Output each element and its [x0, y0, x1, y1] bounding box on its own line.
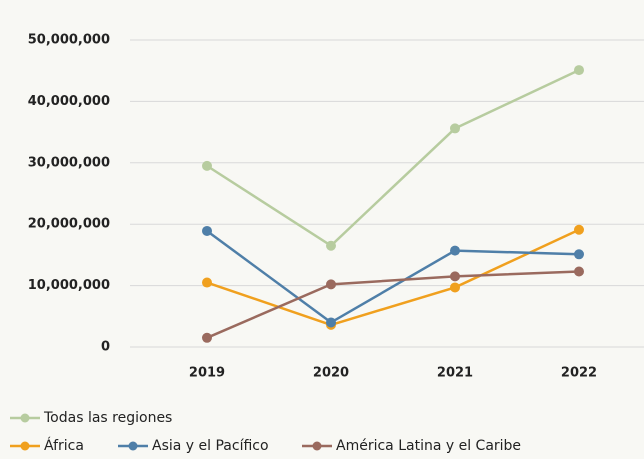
data-point	[574, 65, 584, 76]
legend-marker	[20, 413, 30, 423]
data-point	[202, 332, 212, 343]
series-line	[206, 229, 580, 324]
y-tick-label: 20,000,000	[28, 217, 110, 232]
data-point	[326, 279, 336, 290]
data-point	[326, 240, 336, 251]
series-line	[206, 68, 580, 248]
legend-marker	[128, 441, 138, 451]
data-point	[202, 277, 212, 288]
legend-label: Todas las regiones	[43, 410, 172, 426]
x-tick-label: 2021	[437, 366, 473, 381]
data-point	[450, 123, 460, 134]
series-line	[206, 270, 580, 339]
y-tick-label: 40,000,000	[28, 94, 110, 109]
data-point	[574, 224, 584, 235]
legend-marker	[20, 441, 30, 451]
data-point	[574, 266, 584, 277]
data-point	[450, 245, 460, 256]
legend-label: América Latina y el Caribe	[336, 438, 521, 454]
legend-label: África	[44, 437, 84, 454]
x-tick-label: 2020	[313, 366, 349, 381]
y-tick-label: 0	[101, 340, 110, 355]
y-tick-label: 50,000,000	[28, 33, 110, 48]
data-point	[574, 249, 584, 260]
series-line	[206, 228, 580, 327]
legend-marker	[312, 441, 322, 451]
legend-label: Asia y el Pacífico	[152, 438, 269, 454]
data-point	[202, 225, 212, 236]
data-point	[450, 282, 460, 293]
y-tick-label: 30,000,000	[28, 155, 110, 170]
data-point	[326, 317, 336, 328]
data-point	[202, 160, 212, 171]
y-tick-label: 10,000,000	[28, 278, 110, 293]
x-tick-label: 2019	[189, 366, 225, 381]
x-tick-label: 2022	[561, 366, 597, 381]
data-point	[450, 271, 460, 282]
